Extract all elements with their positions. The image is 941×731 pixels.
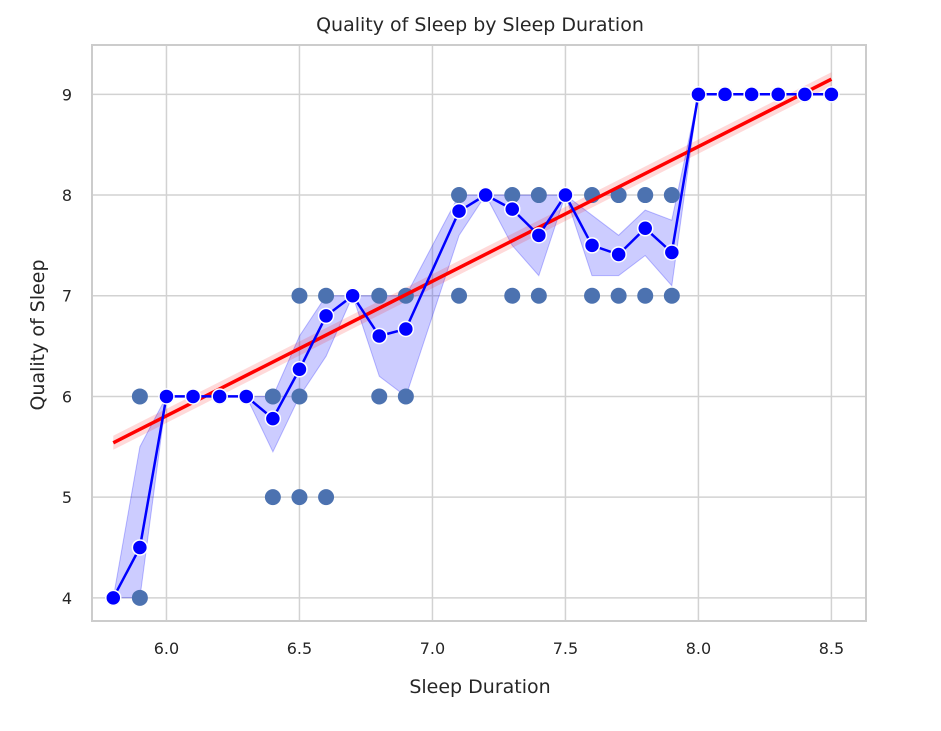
mean-point: [131, 539, 149, 556]
scatter-point: [610, 187, 627, 204]
scatter-point: [530, 287, 547, 304]
mean-point: [636, 220, 654, 237]
scatter-point: [291, 287, 308, 304]
mean-point: [663, 244, 681, 261]
scatter-point: [131, 589, 148, 606]
y-tick-label: 7: [62, 287, 72, 306]
mean-point: [184, 388, 202, 405]
y-tick-label: 9: [62, 85, 72, 104]
scatter-point: [397, 388, 414, 405]
chart-title: Quality of Sleep by Sleep Duration: [316, 14, 644, 36]
plot-frame: [91, 44, 867, 622]
scatter-point: [530, 187, 547, 204]
mean-point: [769, 86, 787, 103]
mean-point: [530, 227, 548, 244]
mean-line: [112, 93, 832, 599]
scatter-point: [131, 388, 148, 405]
scatter-point: [663, 187, 680, 204]
y-tick-label: 8: [62, 186, 72, 205]
x-tick-label: 6.5: [287, 639, 312, 658]
x-tick-label: 6.0: [154, 639, 179, 658]
scatter-point: [291, 388, 308, 405]
scatter-point: [291, 489, 308, 506]
x-tick-label: 8.5: [819, 639, 844, 658]
mean-series: [105, 86, 840, 607]
mean-point: [690, 86, 707, 103]
regression-series: [112, 77, 833, 445]
scatter-series: [105, 86, 840, 606]
mean-ci-band: [112, 93, 832, 599]
mean-point: [371, 327, 388, 345]
scatter-point: [504, 287, 521, 304]
scatter-point: [451, 287, 468, 304]
tick-labels: 6.0 6.5 7.0 7.5 8.0 8.5 4 5 6 7 8 9: [62, 85, 844, 658]
mean-point: [158, 388, 175, 405]
x-tick-label: 7.0: [420, 639, 445, 658]
mean-point: [211, 388, 228, 405]
scatter-point: [371, 388, 388, 405]
scatter-point: [318, 489, 335, 506]
scatter-point: [637, 187, 654, 204]
mean-point: [397, 320, 415, 338]
scatter-point: [451, 187, 468, 204]
mean-point: [344, 287, 361, 304]
mean-point: [503, 200, 521, 218]
scatter-point: [610, 287, 627, 304]
mean-point: [238, 388, 255, 405]
mean-point: [450, 202, 468, 220]
x-tick-label: 7.5: [553, 639, 578, 658]
scatter-point: [663, 287, 680, 304]
mean-point: [264, 410, 282, 427]
mean-point: [477, 186, 494, 204]
mean-point: [291, 361, 308, 378]
scatter-point: [318, 287, 335, 304]
y-tick-label: 4: [62, 589, 72, 608]
scatter-point: [584, 287, 601, 304]
y-axis-label: Quality of Sleep: [27, 259, 49, 410]
mean-point: [105, 589, 122, 607]
mean-point: [823, 86, 840, 103]
mean-point: [716, 86, 734, 103]
confidence-bands: [112, 72, 832, 599]
y-tick-label: 6: [62, 387, 72, 406]
scatter-point: [371, 287, 388, 304]
mean-point: [317, 307, 335, 325]
mean-point: [743, 86, 760, 103]
regression-line: [112, 77, 833, 445]
mean-point: [610, 246, 627, 263]
scatter-point: [264, 489, 281, 506]
mean-point: [557, 186, 574, 204]
scatter-point: [504, 187, 521, 204]
x-axis-label: Sleep Duration: [409, 676, 550, 698]
y-tick-label: 5: [62, 488, 72, 507]
scatter-point: [637, 287, 654, 304]
x-tick-label: 8.0: [686, 639, 711, 658]
mean-point: [583, 237, 601, 254]
mean-point: [796, 86, 814, 103]
scatter-point: [264, 388, 281, 405]
grid: [92, 45, 866, 621]
